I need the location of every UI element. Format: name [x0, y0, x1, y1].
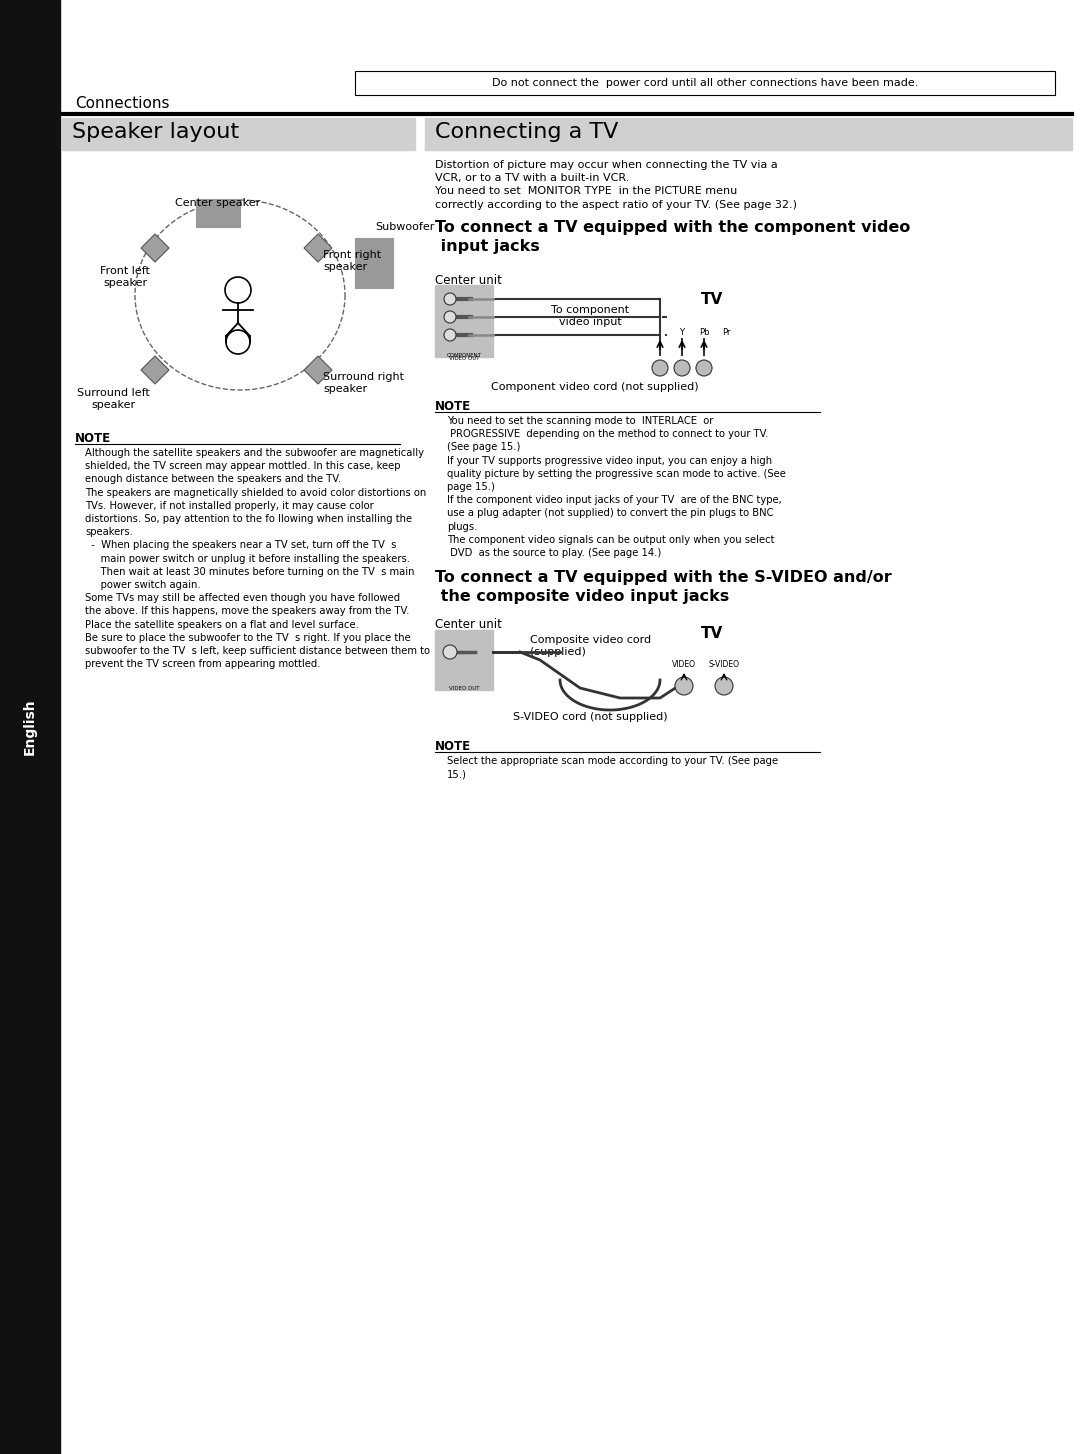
Bar	[435, 285, 492, 358]
Text: Front left
speaker: Front left speaker	[100, 266, 150, 288]
Bar	[0, 0, 60, 1454]
Circle shape	[444, 329, 456, 342]
Circle shape	[715, 678, 733, 695]
Circle shape	[674, 361, 690, 377]
FancyBboxPatch shape	[355, 71, 1055, 95]
Text: Select the appropriate scan mode according to your TV. (See page
15.): Select the appropriate scan mode accordi…	[447, 756, 778, 779]
Circle shape	[675, 678, 693, 695]
Bar	[0, 0, 1080, 92]
Bar	[62, 118, 415, 150]
Polygon shape	[303, 234, 332, 262]
Text: S-VIDEO cord (not supplied): S-VIDEO cord (not supplied)	[513, 712, 667, 723]
Circle shape	[444, 311, 456, 323]
Text: Front right
speaker: Front right speaker	[323, 250, 381, 272]
Text: Component video cord (not supplied): Component video cord (not supplied)	[491, 382, 699, 393]
Text: Center speaker: Center speaker	[175, 198, 260, 208]
Text: Surround right
speaker: Surround right speaker	[323, 372, 404, 394]
Text: Do not connect the  power cord until all other connections have been made.: Do not connect the power cord until all …	[491, 79, 918, 89]
Text: Connections: Connections	[75, 96, 170, 111]
Bar	[669, 618, 756, 670]
Text: Composite video cord
(supplied): Composite video cord (supplied)	[530, 635, 651, 657]
Text: Pr: Pr	[721, 329, 730, 337]
Text: Surround left
speaker: Surround left speaker	[78, 388, 150, 410]
Text: TV: TV	[701, 627, 724, 641]
Polygon shape	[303, 356, 332, 384]
Text: VIDEO OUT: VIDEO OUT	[449, 686, 480, 691]
Text: Although the satellite speakers and the subwoofer are magnetically
shielded, the: Although the satellite speakers and the …	[85, 448, 430, 669]
Text: To component
video input: To component video input	[551, 305, 629, 327]
Text: Speaker layout: Speaker layout	[72, 122, 239, 142]
Text: Connecting a TV: Connecting a TV	[435, 122, 619, 142]
Text: English: English	[23, 699, 37, 755]
Polygon shape	[141, 356, 168, 384]
Circle shape	[443, 646, 457, 659]
Text: Distortion of picture may occur when connecting the TV via a
VCR, or to a TV wit: Distortion of picture may occur when con…	[435, 160, 797, 209]
Text: Center unit: Center unit	[435, 618, 502, 631]
Text: Pb: Pb	[699, 329, 710, 337]
Text: NOTE: NOTE	[435, 400, 471, 413]
Circle shape	[652, 361, 669, 377]
Text: Center unit: Center unit	[435, 273, 502, 286]
Bar	[195, 199, 240, 227]
Bar	[435, 630, 492, 691]
Text: COMPONENT: COMPONENT	[446, 353, 482, 358]
Text: You need to set the scanning mode to  INTERLACE  or
 PROGRESSIVE  depending on t: You need to set the scanning mode to INT…	[447, 416, 786, 558]
Bar	[669, 282, 756, 337]
Circle shape	[696, 361, 712, 377]
Polygon shape	[141, 234, 168, 262]
Text: NOTE: NOTE	[75, 432, 111, 445]
Text: Subwoofer: Subwoofer	[375, 222, 434, 233]
Text: NOTE: NOTE	[435, 740, 471, 753]
Bar	[426, 118, 1072, 150]
Text: To connect a TV equipped with the component video
 input jacks: To connect a TV equipped with the compon…	[435, 220, 910, 253]
Text: Y: Y	[679, 329, 685, 337]
Text: VIDEO OUT: VIDEO OUT	[449, 356, 480, 361]
Text: S-VIDEO: S-VIDEO	[708, 660, 740, 669]
Text: To connect a TV equipped with the S-VIDEO and/or
 the composite video input jack: To connect a TV equipped with the S-VIDE…	[435, 570, 892, 603]
Circle shape	[444, 294, 456, 305]
Text: TV: TV	[701, 292, 724, 307]
Text: VIDEO: VIDEO	[672, 660, 696, 669]
Bar	[355, 238, 393, 288]
